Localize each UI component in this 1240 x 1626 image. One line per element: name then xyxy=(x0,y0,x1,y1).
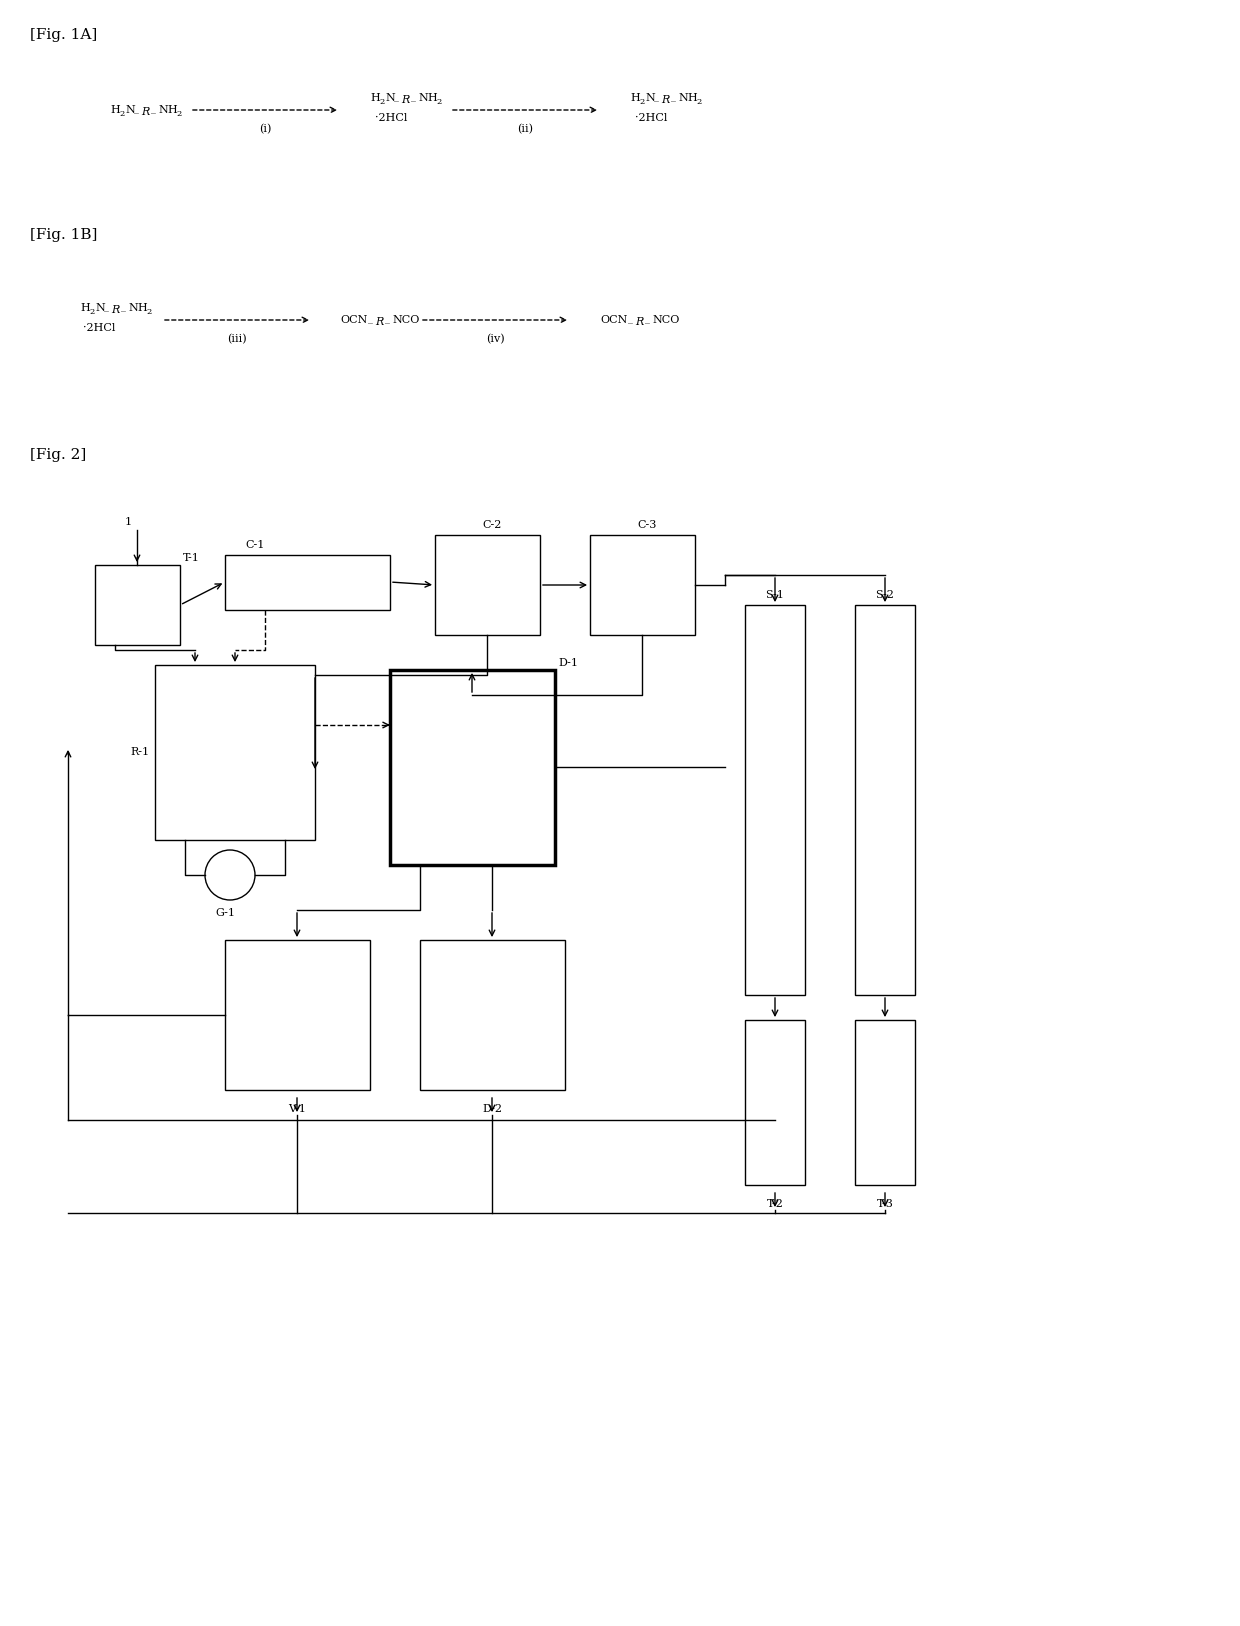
Text: _: _ xyxy=(368,315,373,325)
Text: C-3: C-3 xyxy=(637,520,656,530)
Bar xyxy=(435,535,539,636)
Text: ·2HCl: ·2HCl xyxy=(374,112,408,124)
Text: (i): (i) xyxy=(259,124,272,135)
Text: R: R xyxy=(661,94,670,106)
Text: H: H xyxy=(167,106,177,115)
Text: H: H xyxy=(630,93,640,102)
Text: N: N xyxy=(645,93,655,102)
Text: N: N xyxy=(128,302,138,312)
Text: (iv): (iv) xyxy=(486,333,505,345)
Text: _: _ xyxy=(104,304,109,312)
Text: H: H xyxy=(370,93,379,102)
Text: _: _ xyxy=(653,94,658,102)
Text: NCO: NCO xyxy=(392,315,419,325)
Text: T-1: T-1 xyxy=(184,553,200,563)
Text: R: R xyxy=(112,306,119,315)
Text: T-3: T-3 xyxy=(877,1198,894,1210)
Text: OCN: OCN xyxy=(600,315,627,325)
Text: 2: 2 xyxy=(379,98,384,106)
Text: NCO: NCO xyxy=(652,315,680,325)
Text: V-1: V-1 xyxy=(288,1104,306,1114)
Text: 1: 1 xyxy=(125,517,133,527)
Bar xyxy=(95,564,180,646)
Text: N: N xyxy=(418,93,428,102)
Text: 2: 2 xyxy=(639,98,645,106)
Bar xyxy=(420,940,565,1089)
Text: _: _ xyxy=(671,94,676,102)
Text: 2: 2 xyxy=(436,98,441,106)
Text: S-1: S-1 xyxy=(765,590,785,600)
Text: _: _ xyxy=(627,315,632,325)
Text: D-1: D-1 xyxy=(558,659,578,668)
Text: H: H xyxy=(110,106,120,115)
Text: R: R xyxy=(635,317,644,327)
Bar xyxy=(856,605,915,995)
Text: R: R xyxy=(401,94,409,106)
Text: N: N xyxy=(157,106,167,115)
Bar xyxy=(224,940,370,1089)
Text: _: _ xyxy=(151,106,156,114)
Text: H: H xyxy=(136,302,146,312)
Bar xyxy=(155,665,315,841)
Text: C-2: C-2 xyxy=(482,520,501,530)
Text: C-1: C-1 xyxy=(246,540,264,550)
Bar xyxy=(745,605,805,995)
Text: H: H xyxy=(687,93,697,102)
Text: 2: 2 xyxy=(176,111,181,119)
Text: ·2HCl: ·2HCl xyxy=(635,112,667,124)
Text: N: N xyxy=(678,93,688,102)
Text: (iii): (iii) xyxy=(227,333,247,345)
Text: 2: 2 xyxy=(89,307,94,315)
Text: 2: 2 xyxy=(146,307,151,315)
Text: _: _ xyxy=(134,106,139,114)
Bar xyxy=(590,535,694,636)
Text: H: H xyxy=(81,302,89,312)
Text: T-2: T-2 xyxy=(766,1198,784,1210)
Text: (ii): (ii) xyxy=(517,124,533,135)
Bar xyxy=(224,554,391,610)
Text: R-1: R-1 xyxy=(131,746,150,758)
Text: N: N xyxy=(384,93,394,102)
Bar xyxy=(856,1020,915,1185)
Text: ·2HCl: ·2HCl xyxy=(83,324,115,333)
Bar xyxy=(745,1020,805,1185)
Text: [Fig. 2]: [Fig. 2] xyxy=(30,449,87,462)
Text: 2: 2 xyxy=(119,111,124,119)
Text: OCN: OCN xyxy=(340,315,367,325)
Text: _: _ xyxy=(122,304,126,312)
Text: _: _ xyxy=(410,94,415,102)
Text: N: N xyxy=(125,106,135,115)
Text: 2: 2 xyxy=(696,98,702,106)
Text: S-2: S-2 xyxy=(875,590,894,600)
Text: D-2: D-2 xyxy=(482,1104,502,1114)
Text: [Fig. 1B]: [Fig. 1B] xyxy=(30,228,98,242)
Bar xyxy=(391,670,556,865)
Text: G-1: G-1 xyxy=(215,907,236,919)
Text: H: H xyxy=(427,93,436,102)
Text: _: _ xyxy=(394,94,399,102)
Text: R: R xyxy=(374,317,383,327)
Text: R: R xyxy=(141,107,149,117)
Text: N: N xyxy=(95,302,104,312)
Text: _: _ xyxy=(384,315,389,325)
Text: _: _ xyxy=(645,315,650,325)
Text: [Fig. 1A]: [Fig. 1A] xyxy=(30,28,97,42)
